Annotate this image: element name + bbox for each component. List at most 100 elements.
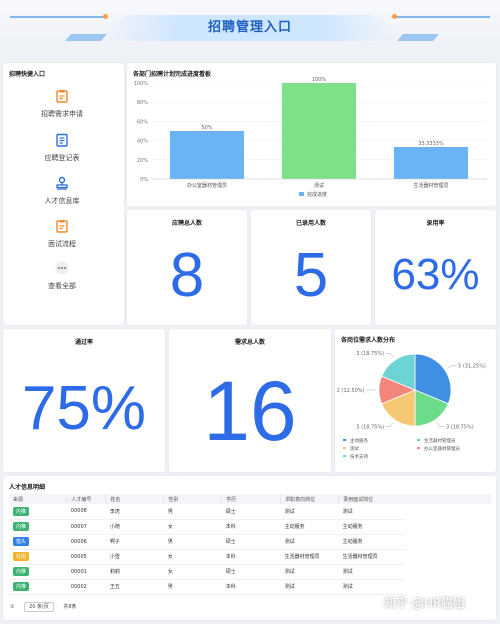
legend-label[interactable]: 生活器材管理员 — [424, 437, 456, 444]
quick-entry-view-all[interactable]: 查看全部 — [3, 261, 121, 291]
pager-total: 共8条 — [63, 604, 77, 610]
talent-table-title: 人才信息明细 — [9, 484, 46, 491]
quick-entry-label: 面试流程 — [48, 240, 76, 248]
pie-slice[interactable] — [414, 353, 452, 405]
demand-title: 需求总人数 — [234, 339, 265, 346]
progress-chart-panel: 各部门招聘计划完成进度看板 0% 20% 40% 60% 80% 100% 50% 办公室器材… — [127, 63, 496, 206]
quick-entry-interview-flow[interactable]: 面试流程 — [3, 219, 121, 249]
quick-entry-recruit-request[interactable]: 招聘需求申请 — [3, 89, 121, 119]
y-tick-label: 40% — [137, 139, 148, 145]
talent-table: 来源 人才编号 姓名 性别 学历 求职意向岗位 录用面试岗位 内推 00008 李虎… — [9, 494, 405, 595]
bar-data-label: 100% — [312, 77, 327, 83]
legend-label[interactable]: 技术支持 — [350, 453, 368, 460]
pager-page-indicator[interactable]: ① — [10, 604, 15, 610]
column-header[interactable]: 求职意向岗位 — [280, 494, 340, 504]
quick-entry-panel: 招聘快捷入口 招聘需求申请 应聘登记表 人才信息库 面试流程 查看全部 — [3, 63, 124, 325]
cell-post: 测试 — [338, 564, 405, 580]
cell-gender: 女 — [163, 564, 222, 580]
table-row[interactable]: 内推 00007 小随女本科 主动服务 主动服务 — [9, 519, 405, 535]
cell-post: 主动服务 — [338, 519, 405, 535]
cell-edu: 硕士 — [221, 564, 281, 580]
pie-data-label: 5 (31.25%) — [458, 363, 486, 369]
column-header[interactable]: 录用面试岗位 — [338, 494, 405, 504]
document-icon — [55, 133, 69, 147]
quick-entry-label: 人才信息库 — [44, 197, 80, 205]
cell-post: 生活器材管理员 — [338, 549, 405, 565]
cell-name: 小随 — [105, 519, 164, 535]
source-badge: 内推 — [13, 582, 30, 591]
cell-gender: 男 — [163, 579, 222, 595]
column-header[interactable]: 来源 — [9, 494, 68, 504]
pie-label-line — [436, 422, 445, 427]
pass-rate-card: 通过率 75% — [3, 329, 165, 472]
cell-intent: 测试 — [280, 504, 339, 520]
cell-post: 测试 — [338, 579, 405, 595]
table-row[interactable]: 猎头 00006 啊子男硕士 测试 主动服务 — [9, 534, 405, 550]
legend-swatch — [299, 192, 304, 196]
pie-slice[interactable] — [381, 389, 416, 427]
header-slant-right — [397, 34, 439, 41]
demand-value: 16 — [203, 364, 297, 458]
cell-intent: 主动服务 — [280, 519, 339, 535]
pie-data-label: 3 (18.75%) — [446, 424, 474, 430]
legend-label[interactable]: 办公室器材管理员 — [424, 445, 460, 452]
pass-rate-value: 75% — [21, 374, 147, 443]
table-row[interactable]: 内推 00002 王五男本科 测试 测试 — [9, 579, 405, 595]
progress-chart-title: 各部门招聘计划完成进度看板 — [133, 71, 212, 78]
header-line-left — [10, 16, 105, 18]
bar[interactable] — [282, 83, 356, 179]
legend-label[interactable]: 测试 — [350, 445, 359, 452]
column-header[interactable]: 学历 — [221, 494, 282, 504]
table-header-row: 来源 人才编号 姓名 性别 学历 求职意向岗位 录用面试岗位 — [9, 494, 405, 504]
source-badge: 内推 — [13, 522, 30, 531]
header-dot-right — [392, 14, 397, 19]
bar[interactable] — [394, 147, 468, 179]
legend-swatch — [343, 447, 346, 449]
cell-name: 王五 — [105, 579, 164, 595]
pie-data-label: 3 (18.75%) — [356, 351, 384, 357]
cell-intent: 生活器材管理员 — [280, 549, 339, 565]
talent-table-panel: 人才信息明细 来源 人才编号 姓名 性别 学历 求职意向岗位 录用面试岗位 内推… — [3, 476, 496, 620]
legend-label[interactable]: 完成进度 — [307, 191, 327, 198]
table-row[interactable]: 内推 00001 莉莉女硕士 测试 测试 — [9, 564, 405, 580]
quick-entry-talent-pool[interactable]: 人才信息库 — [3, 176, 121, 206]
pass-rate-title: 通过率 — [74, 339, 93, 346]
header-line-right — [395, 16, 490, 18]
legend-label[interactable]: 主动服务 — [350, 437, 368, 444]
pie-slice[interactable] — [381, 353, 416, 391]
table-row[interactable]: 内推 00008 李虎男硕士 测试 测试 — [9, 504, 405, 520]
pie-data-label: 3 (18.75%) — [356, 424, 384, 430]
legend-swatch — [417, 439, 420, 441]
cell-name: 啊子 — [105, 534, 164, 550]
demand-distribution-panel: 各岗位需求人数分布 5 (31.25%) 3 (18.75%) 3 (18.75%)… — [335, 329, 496, 472]
demand-card: 需求总人数 16 — [169, 329, 331, 472]
quick-entry-label: 查看全部 — [48, 282, 76, 290]
source-badge: 猎头 — [13, 537, 30, 546]
cell-name: 李虎 — [105, 504, 164, 520]
cell-gender: 男 — [163, 534, 222, 550]
cell-edu: 硕士 — [221, 504, 281, 520]
column-header[interactable]: 人才编号 — [66, 494, 107, 504]
bar[interactable] — [170, 131, 244, 179]
hire-rate-card: 录用率 63% — [375, 210, 496, 325]
cell-id: 00005 — [66, 549, 106, 565]
legend-swatch — [417, 447, 420, 449]
quick-entry-title: 招聘快捷入口 — [9, 71, 46, 78]
page-size-select[interactable]: 20 条/页 — [24, 602, 54, 612]
column-header[interactable]: 姓名 — [105, 494, 165, 504]
cell-gender: 女 — [163, 519, 222, 535]
page-title: 招聘管理入口 — [207, 20, 292, 35]
applicants-title: 应聘总人数 — [171, 220, 202, 227]
header-dot-left — [103, 14, 108, 19]
cell-gender: 女 — [163, 549, 222, 565]
page-header: 招聘管理入口 — [0, 0, 500, 52]
table-row[interactable]: 社招 00005 小雪女本科 生活器材管理员 生活器材管理员 — [9, 549, 405, 565]
pie-slice[interactable] — [414, 389, 449, 427]
legend-swatch — [343, 455, 346, 457]
cell-edu: 本科 — [221, 579, 281, 595]
header-slant-left — [65, 34, 107, 41]
quick-entry-application-form[interactable]: 应聘登记表 — [3, 133, 121, 163]
source-cell: 猎头 — [9, 534, 67, 550]
source-cell: 社招 — [9, 549, 67, 565]
column-header[interactable]: 性别 — [163, 494, 223, 504]
